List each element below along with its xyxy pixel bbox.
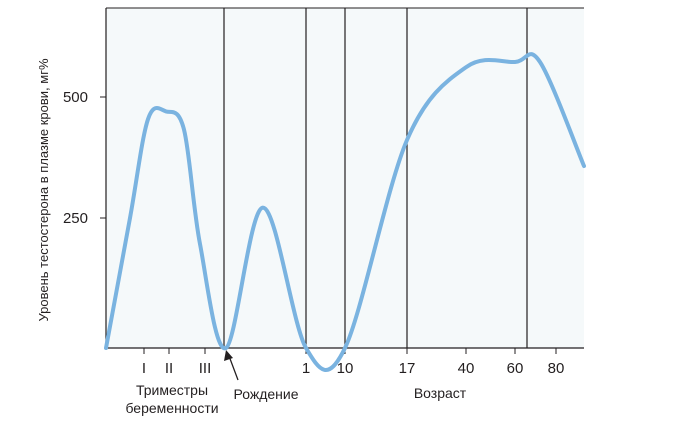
x-tick-label: 60 bbox=[507, 360, 524, 377]
x-tick-label: I bbox=[142, 360, 146, 377]
y-tick-label-500: 500 bbox=[63, 89, 88, 106]
y-tick-label-250: 250 bbox=[63, 210, 88, 227]
series-line bbox=[104, 52, 586, 372]
y-axis-label: Уровень тестостерона в плазме крови, мг% bbox=[36, 58, 51, 321]
trimesters-label-line2: беременности bbox=[125, 400, 218, 416]
age-label: Возраст bbox=[414, 385, 467, 401]
x-tick-label: II bbox=[165, 360, 173, 377]
x-tick-label: 40 bbox=[458, 360, 475, 377]
x-tick-label: 17 bbox=[399, 360, 416, 377]
x-tick-label: 10 bbox=[337, 360, 354, 377]
birth-label: Рождение bbox=[233, 386, 298, 402]
x-tick-label: 80 bbox=[548, 360, 565, 377]
trimesters-label-line1: Триместры bbox=[136, 382, 208, 398]
x-tick-label: III bbox=[199, 360, 212, 377]
birth-arrow bbox=[224, 350, 239, 381]
x-tick-label: 1 bbox=[302, 360, 310, 377]
